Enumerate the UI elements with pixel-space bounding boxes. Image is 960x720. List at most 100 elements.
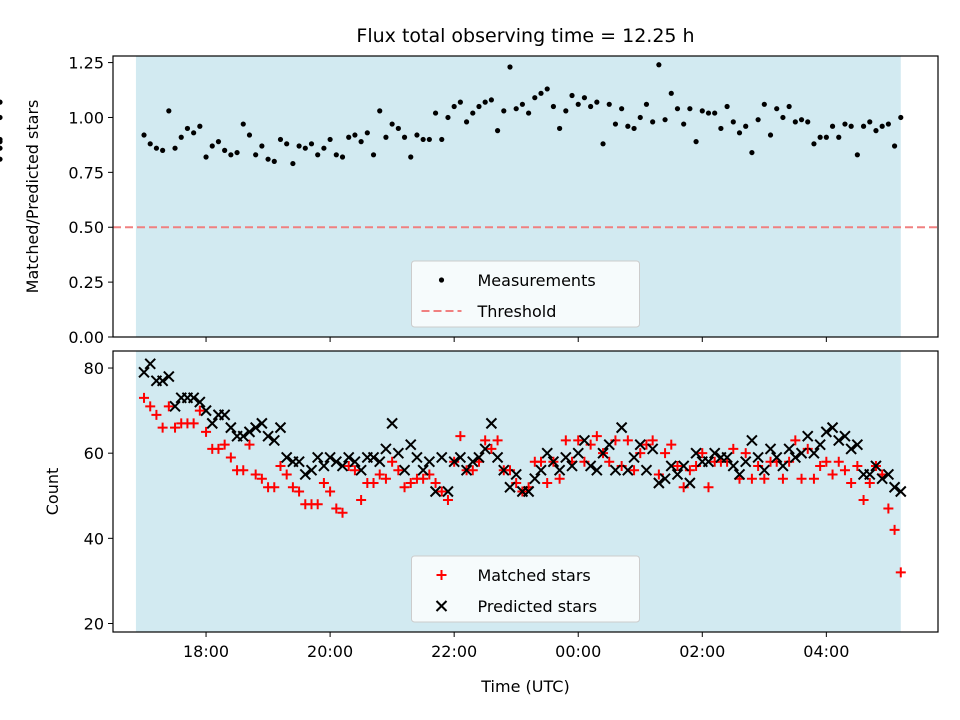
y-tick-label: 0.50 [68,218,104,237]
measurement-point [184,125,191,132]
measurement-point [358,139,364,145]
predicted-star-mark [504,481,516,493]
measurement-point [761,101,767,107]
measurement-point [569,92,575,99]
predicted-star-mark [535,464,547,476]
legend-label: Matched stars [478,566,591,585]
matched-star-mark [244,439,255,450]
measurement-point [736,130,743,136]
predicted-star-mark [498,464,510,476]
measurement-point [575,101,581,107]
predicted-star-mark [839,430,851,442]
matched-star-mark [294,486,305,497]
measurement-point [780,114,786,121]
measurement-point [141,132,147,138]
measurement-point [209,143,215,149]
matched-star-mark [703,482,714,493]
measurement-point [743,123,749,129]
measurement-point [463,119,470,125]
predicted-star-mark [268,434,280,447]
measurement-point [197,123,203,129]
measurement-point [414,132,420,138]
measurement-point [253,152,259,158]
predicted-star-mark [609,464,622,476]
matched-star-mark [238,465,249,476]
predicted-star-mark [386,417,398,430]
predicted-star-mark [690,447,702,459]
predicted-star-mark [752,451,764,464]
matched-star-mark [852,460,863,471]
matched-star-mark [536,456,547,467]
matched-star-mark [697,448,708,459]
predicted-star-mark [789,451,802,464]
matched-star-mark [827,469,838,480]
matched-star-mark [312,499,323,510]
matched-star-mark [380,473,391,484]
predicted-star-mark [808,447,820,459]
predicted-star-mark [646,443,659,455]
series-predicted-stars [139,359,907,498]
legend-point-marker [438,277,445,283]
matched-star-mark [442,495,453,506]
measurement-point [346,134,352,140]
measurement-point [482,99,488,105]
x-tick-label: 02:00 [679,642,725,661]
measurement-point [724,103,730,110]
matched-star-mark [387,456,398,467]
predicted-star-mark [423,455,436,468]
matched-star-mark [660,448,671,459]
predicted-star-mark [876,473,888,485]
matched-star-mark [647,435,658,446]
predicted-star-mark [299,468,312,481]
predicted-star-mark [547,455,560,468]
bottom-panel-count-chart: 20 40 60 80 18:00 20:00 22:00 00:00 02:00 04:00 Co… [43,350,939,696]
measurement-point [160,147,166,153]
predicted-star-mark [460,464,473,476]
predicted-star-mark [882,468,895,481]
measurement-point [439,136,445,143]
predicted-star-mark [733,468,746,481]
measurement-point [401,134,408,140]
predicted-star-mark [584,460,597,472]
matched-star-mark [808,473,819,484]
predicted-star-mark [355,464,367,476]
matched-star-mark [573,435,584,446]
measurement-point [687,106,693,112]
measurement-point [172,145,178,151]
matched-star-mark [436,486,447,497]
measurement-point [786,103,792,110]
matched-star-mark [839,465,850,476]
matched-star-mark [145,401,156,412]
predicted-star-mark [448,455,460,468]
matched-star-mark [759,473,770,484]
axes-frame [112,350,939,633]
measurement-point [637,114,643,121]
matched-star-mark [213,443,224,454]
y-tick-label: 1.25 [68,54,104,73]
predicted-star-mark [163,370,175,383]
measurement-point [730,119,736,125]
measurement-point [879,123,885,129]
predicted-star-mark [311,451,324,464]
measurement-point [222,147,228,153]
measurement-point [333,152,339,158]
predicted-star-mark [349,455,361,468]
matched-star-mark [858,495,869,506]
measurement-point [290,160,296,167]
matched-star-mark [151,409,162,420]
predicted-star-mark [442,485,454,498]
measurement-point [259,143,265,149]
predicted-star-mark [225,421,237,434]
predicted-star-mark [318,460,330,472]
predicted-star-mark [280,451,293,464]
matched-star-mark [194,405,205,416]
predicted-star-mark [572,447,584,459]
measurement-point [854,152,860,158]
y-axis-label: Count [43,468,62,516]
legend-cross-marker [435,600,448,612]
measurement-point [538,90,544,96]
matched-star-mark [604,456,615,467]
matched-star-mark [883,503,894,514]
measurement-point [774,106,780,112]
measurement-point [643,101,650,107]
